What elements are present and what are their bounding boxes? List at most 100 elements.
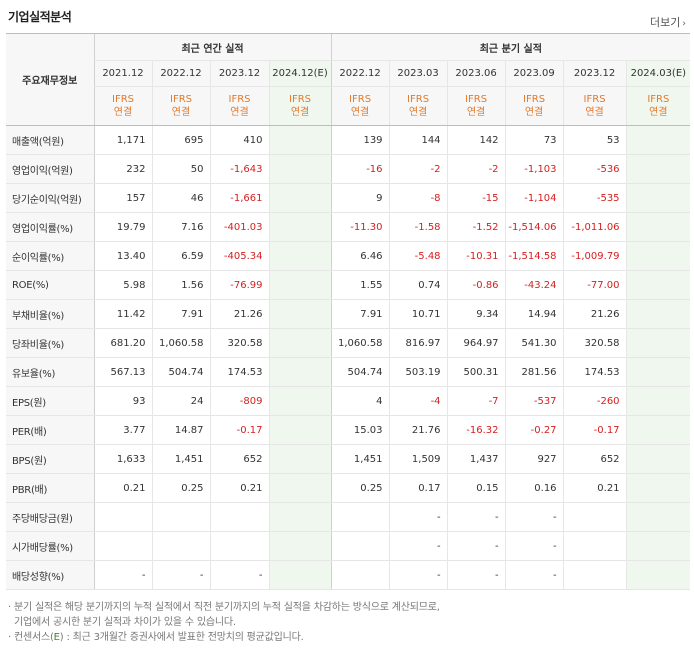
value-cell: 927 xyxy=(504,444,564,474)
value-cell: - xyxy=(446,560,506,590)
value-cell: 21.26 xyxy=(209,299,269,329)
value-cell: 0.16 xyxy=(504,473,564,503)
basis-header: IFRS 연결 xyxy=(625,86,691,126)
value-cell: 0.21 xyxy=(562,473,627,503)
table-row: BPS(원) 1,633 1,451 652 1,451 1,509 1,437 927 652 xyxy=(6,444,691,474)
basis-ifrs: IFRS xyxy=(407,94,430,105)
value-cell: 4 xyxy=(330,386,390,416)
value-cell: - xyxy=(388,531,448,561)
value-cell xyxy=(268,473,332,503)
basis-header: IFRS 연결 xyxy=(151,86,210,126)
value-cell: -1,643 xyxy=(209,154,269,184)
basis-header: IFRS 연결 xyxy=(562,86,627,126)
value-cell: -536 xyxy=(562,154,627,184)
row-label: 부채비율(%) xyxy=(6,299,94,329)
table-row: 유보율(%) 567.13 504.74 174.53 504.74 503.19 500.… xyxy=(6,357,691,387)
value-cell: -2 xyxy=(388,154,448,184)
value-cell: 157 xyxy=(93,183,152,213)
value-cell: 0.25 xyxy=(151,473,210,503)
value-cell xyxy=(268,444,332,474)
value-cell: 541.30 xyxy=(504,328,564,358)
value-cell: -1,103 xyxy=(504,154,564,184)
value-cell xyxy=(625,125,691,155)
value-cell: 13.40 xyxy=(93,241,152,271)
value-cell: -1,011.06 xyxy=(562,212,627,242)
value-cell: 1,633 xyxy=(93,444,152,474)
value-cell xyxy=(93,531,152,561)
value-cell: -77.00 xyxy=(562,270,627,300)
value-cell: 7.91 xyxy=(151,299,210,329)
value-cell: 320.58 xyxy=(209,328,269,358)
row-label-header: 주요재무정보 xyxy=(6,33,94,126)
value-cell xyxy=(625,270,691,300)
table-row: PBR(배) 0.21 0.25 0.21 0.25 0.17 0.15 0.16 0.21 xyxy=(6,473,691,503)
value-cell: 816.97 xyxy=(388,328,448,358)
value-cell xyxy=(151,502,210,532)
value-cell xyxy=(330,560,390,590)
footnotes: · 분기 실적은 해당 분기까지의 누적 실적에서 직전 분기까지의 누적 실적… xyxy=(8,600,440,645)
footnote-1: · 분기 실적은 해당 분기까지의 누적 실적에서 직전 분기까지의 누적 실적… xyxy=(8,602,440,613)
value-cell: 1,509 xyxy=(388,444,448,474)
basis-header: IFRS 연결 xyxy=(209,86,269,126)
value-cell: 139 xyxy=(330,125,390,155)
table-row: 매출액(억원) 1,171 695 410 139 144 142 73 53 xyxy=(6,125,691,155)
value-cell: 1,451 xyxy=(330,444,390,474)
value-cell: -0.86 xyxy=(446,270,506,300)
basis-ifrs: IFRS xyxy=(349,94,372,105)
table-row: 당좌비율(%) 681.20 1,060.58 320.58 1,060.58 816.9… xyxy=(6,328,691,358)
basis-consolidated: 연결 xyxy=(585,107,604,118)
table-row: PER(배) 3.77 14.87 -0.17 15.03 21.76 -16.32 -0.2… xyxy=(6,415,691,445)
value-cell: -4 xyxy=(388,386,448,416)
row-label: 영업이익률(%) xyxy=(6,212,94,242)
value-cell: 5.98 xyxy=(93,270,152,300)
value-cell: - xyxy=(504,531,564,561)
basis-header: IFRS 연결 xyxy=(330,86,390,126)
value-cell xyxy=(625,241,691,271)
value-cell xyxy=(268,270,332,300)
chevron-right-icon: › xyxy=(682,19,686,29)
basis-header: IFRS 연결 xyxy=(93,86,152,126)
value-cell: - xyxy=(209,560,269,590)
row-label: BPS(원) xyxy=(6,444,94,474)
value-cell: 410 xyxy=(209,125,269,155)
value-cell: 3.77 xyxy=(93,415,152,445)
value-cell xyxy=(562,502,627,532)
value-cell xyxy=(562,531,627,561)
more-link[interactable]: 더보기 › xyxy=(650,14,686,30)
period-header: 2023.09 xyxy=(504,60,564,87)
value-cell xyxy=(625,357,691,387)
value-cell: 10.71 xyxy=(388,299,448,329)
financial-table: 주요재무정보 최근 연간 실적 최근 분기 실적 2021.12 2022.12 2… xyxy=(6,33,691,590)
value-cell: 500.31 xyxy=(446,357,506,387)
value-cell: -76.99 xyxy=(209,270,269,300)
quarter-group-header: 최근 분기 실적 xyxy=(330,33,691,61)
value-cell: 53 xyxy=(562,125,627,155)
value-cell: -1,661 xyxy=(209,183,269,213)
table-row: 주당배당금(원) - - - xyxy=(6,502,691,532)
value-cell xyxy=(625,444,691,474)
value-cell xyxy=(93,502,152,532)
value-cell xyxy=(268,357,332,387)
value-cell: 6.59 xyxy=(151,241,210,271)
value-cell: 681.20 xyxy=(93,328,152,358)
period-header: 2024.03(E) xyxy=(625,60,691,87)
basis-consolidated: 연결 xyxy=(171,107,191,118)
value-cell xyxy=(268,560,332,590)
table-row: 시가배당률(%) - - - xyxy=(6,531,691,561)
row-label: 영업이익(억원) xyxy=(6,154,94,184)
value-cell: - xyxy=(446,502,506,532)
value-cell: 174.53 xyxy=(209,357,269,387)
value-cell: 1,060.58 xyxy=(151,328,210,358)
value-cell: 281.56 xyxy=(504,357,564,387)
value-cell xyxy=(268,154,332,184)
value-cell: -16.32 xyxy=(446,415,506,445)
value-cell: 964.97 xyxy=(446,328,506,358)
period-header: 2024.12(E) xyxy=(268,60,332,87)
value-cell: - xyxy=(93,560,152,590)
value-cell: -1,514.58 xyxy=(504,241,564,271)
value-cell xyxy=(625,154,691,184)
value-cell: 142 xyxy=(446,125,506,155)
period-header: 2023.12 xyxy=(209,60,269,87)
value-cell: 50 xyxy=(151,154,210,184)
value-cell xyxy=(625,328,691,358)
